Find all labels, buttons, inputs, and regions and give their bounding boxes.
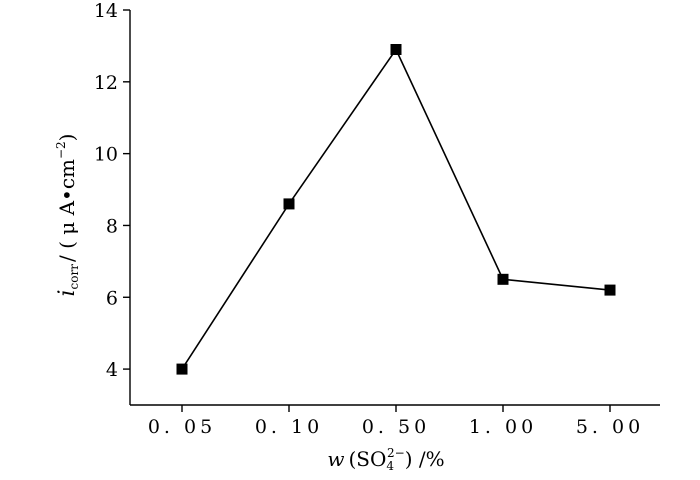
x-tick-label: 1. 00 bbox=[469, 416, 537, 438]
x-tick-label: 0. 50 bbox=[362, 416, 430, 438]
y-tick-label: 8 bbox=[106, 215, 118, 237]
y-tick-label: 14 bbox=[94, 0, 118, 22]
y-tick-label: 4 bbox=[106, 359, 118, 381]
y-axis-title-unit-superscript: −2 bbox=[54, 141, 68, 159]
y-axis-title-subscript: corr bbox=[67, 264, 81, 290]
data-point-marker bbox=[176, 363, 188, 375]
data-point-marker bbox=[283, 198, 295, 210]
series-layer bbox=[176, 44, 616, 375]
x-axis-title-symbol: w bbox=[327, 447, 344, 471]
x-axis-title-subscript: 4 bbox=[386, 459, 394, 473]
y-axis-title-unit: / ( μ A•cm bbox=[55, 159, 79, 262]
series-line bbox=[181, 47, 611, 370]
x-tick-label: 0. 05 bbox=[148, 416, 216, 438]
data-point-marker bbox=[390, 44, 402, 55]
y-tick-label: 12 bbox=[94, 72, 118, 94]
x-tick-label: 0. 10 bbox=[255, 416, 323, 438]
y-ticks: 4 6 8 10 12 14 bbox=[94, 0, 130, 381]
y-axis-title-symbol: i bbox=[55, 289, 80, 296]
y-tick-label: 6 bbox=[106, 287, 118, 309]
data-point-marker bbox=[497, 273, 509, 285]
y-axis-title-unit-close: ) bbox=[55, 133, 79, 141]
x-axis-title-close: ) /% bbox=[405, 447, 445, 471]
y-tick-label: 10 bbox=[94, 144, 118, 166]
x-tick-label: 5. 00 bbox=[576, 416, 644, 438]
data-point-marker bbox=[604, 284, 616, 296]
x-ticks: 0. 05 0. 10 0. 50 1. 00 5. 00 bbox=[148, 405, 644, 438]
x-axis-title: w (SO42−) /% bbox=[327, 446, 444, 473]
axes bbox=[129, 10, 660, 406]
x-axis-title-superscript: 2− bbox=[387, 446, 405, 460]
y-axis-title: icorr / ( μ A•cm−2) bbox=[54, 133, 81, 296]
x-axis-title-open: (SO bbox=[348, 447, 386, 471]
